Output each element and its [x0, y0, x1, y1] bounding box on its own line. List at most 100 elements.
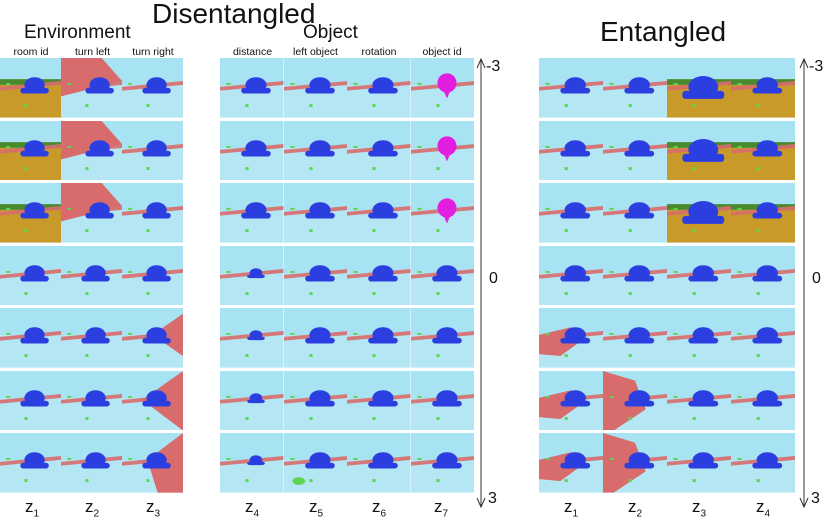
- ent-thumbnail-cell: [603, 370, 667, 431]
- col-header-rotation: rotation: [361, 46, 397, 58]
- z-label-ent-2: z2: [627, 497, 643, 520]
- obj-thumbnail-cell: [283, 120, 347, 181]
- ent-thumbnail-cell: [603, 245, 667, 306]
- obj-thumbnail-cell: [283, 245, 347, 306]
- ent-thumbnail-cell: [667, 433, 731, 493]
- axis-zero-label-right: 0: [812, 270, 821, 287]
- axis-zero-label-middle: 0: [489, 270, 498, 287]
- obj-thumbnail-cell: [347, 308, 411, 368]
- env-thumbnail-cell: [122, 120, 183, 181]
- obj-thumbnail-cell: [283, 308, 347, 368]
- env-thumbnail-cell: [0, 245, 61, 306]
- ent-thumbnail-cell: [539, 433, 603, 493]
- ent-thumbnail-cell: [731, 370, 795, 431]
- ent-thumbnail-cell: [731, 245, 795, 306]
- ent-thumbnail-cell: [731, 433, 795, 493]
- env-thumbnail-cell: [61, 58, 122, 118]
- z-label-ent-1: z1: [563, 497, 579, 520]
- z-label-env-2: z2: [84, 497, 100, 520]
- environment-grid: [0, 58, 183, 496]
- env-thumbnail-cell: [61, 120, 122, 181]
- ent-thumbnail-cell: [667, 308, 731, 368]
- z-label-obj-6: z6: [371, 497, 387, 520]
- env-thumbnail-cell: [61, 308, 122, 368]
- ent-thumbnail-cell: [539, 370, 603, 431]
- obj-thumbnail-cell: [283, 433, 347, 493]
- ent-thumbnail-cell: [539, 245, 603, 306]
- env-thumbnail-cell: [122, 58, 183, 118]
- obj-thumbnail-cell: [410, 183, 474, 243]
- env-thumbnail-cell: [61, 245, 122, 306]
- axis-arrow-right: [799, 57, 809, 509]
- obj-thumbnail-cell: [283, 370, 347, 431]
- obj-thumbnail-cell: [220, 183, 284, 243]
- col-header-object-id: object id: [422, 46, 462, 58]
- env-thumbnail-cell: [61, 370, 122, 431]
- axis-arrow-middle: [476, 57, 486, 509]
- obj-thumbnail-cell: [283, 183, 347, 243]
- object-grid: [220, 58, 474, 496]
- obj-thumbnail-cell: [347, 245, 411, 306]
- env-thumbnail-cell: [122, 433, 183, 493]
- title-entangled: Entangled: [600, 16, 727, 47]
- obj-thumbnail-cell: [347, 120, 411, 181]
- z-label-ent-3: z3: [691, 497, 707, 520]
- ent-thumbnail-cell: [539, 58, 603, 118]
- obj-thumbnail-cell: [410, 308, 474, 368]
- title-environment: Environment: [24, 22, 131, 43]
- env-thumbnail-cell: [0, 308, 61, 368]
- ent-thumbnail-cell: [731, 120, 795, 181]
- ent-thumbnail-cell: [667, 183, 731, 243]
- ent-thumbnail-cell: [731, 58, 795, 118]
- z-label-obj-7: z7: [433, 497, 449, 520]
- z-label-obj-5: z5: [308, 497, 324, 520]
- ent-thumbnail-cell: [539, 183, 603, 243]
- obj-thumbnail-cell: [410, 245, 474, 306]
- z-label-env-1: z1: [24, 497, 40, 520]
- z-label-obj-4: z4: [244, 497, 260, 520]
- col-header-turn-right: turn right: [132, 46, 174, 58]
- env-thumbnail-cell: [122, 308, 183, 368]
- obj-thumbnail-cell: [220, 120, 284, 181]
- env-thumbnail-cell: [0, 433, 61, 493]
- ent-thumbnail-cell: [539, 308, 603, 368]
- ent-thumbnail-cell: [667, 370, 731, 431]
- ent-thumbnail-cell: [667, 245, 731, 306]
- col-header-left-object: left object: [293, 46, 338, 58]
- col-header-turn-left: turn left: [74, 46, 111, 58]
- obj-thumbnail-cell: [220, 58, 284, 118]
- col-header-distance: distance: [232, 46, 273, 58]
- ent-thumbnail-cell: [667, 58, 731, 118]
- ent-thumbnail-cell: [539, 120, 603, 181]
- axis-bottom-label-right: 3: [811, 490, 820, 507]
- ent-thumbnail-cell: [731, 308, 795, 368]
- axis-top-label-middle: -3: [486, 58, 501, 75]
- obj-thumbnail-cell: [347, 183, 411, 243]
- ent-thumbnail-cell: [731, 183, 795, 243]
- ent-thumbnail-cell: [603, 120, 667, 181]
- obj-thumbnail-cell: [347, 58, 411, 118]
- ent-thumbnail-cell: [603, 433, 667, 493]
- z-label-ent-4: z4: [755, 497, 771, 520]
- z-label-env-3: z3: [145, 497, 161, 520]
- obj-thumbnail-cell: [347, 370, 411, 431]
- obj-thumbnail-cell: [283, 58, 347, 118]
- env-thumbnail-cell: [0, 370, 61, 431]
- obj-thumbnail-cell: [410, 433, 474, 493]
- obj-thumbnail-cell: [410, 120, 474, 181]
- axis-top-label-right: -3: [809, 58, 824, 75]
- obj-thumbnail-cell: [220, 308, 284, 368]
- obj-thumbnail-cell: [220, 245, 284, 306]
- title-object: Object: [303, 22, 358, 43]
- env-thumbnail-cell: [0, 120, 61, 181]
- env-thumbnail-cell: [0, 183, 61, 243]
- env-thumbnail-cell: [61, 433, 122, 493]
- ent-thumbnail-cell: [667, 120, 731, 181]
- title-disentangled: Disentangled: [152, 0, 316, 29]
- env-thumbnail-cell: [122, 370, 183, 431]
- env-thumbnail-cell: [122, 183, 183, 243]
- obj-thumbnail-cell: [220, 370, 284, 431]
- env-thumbnail-cell: [61, 183, 122, 243]
- obj-thumbnail-cell: [220, 433, 284, 493]
- axis-bottom-label-middle: 3: [488, 490, 497, 507]
